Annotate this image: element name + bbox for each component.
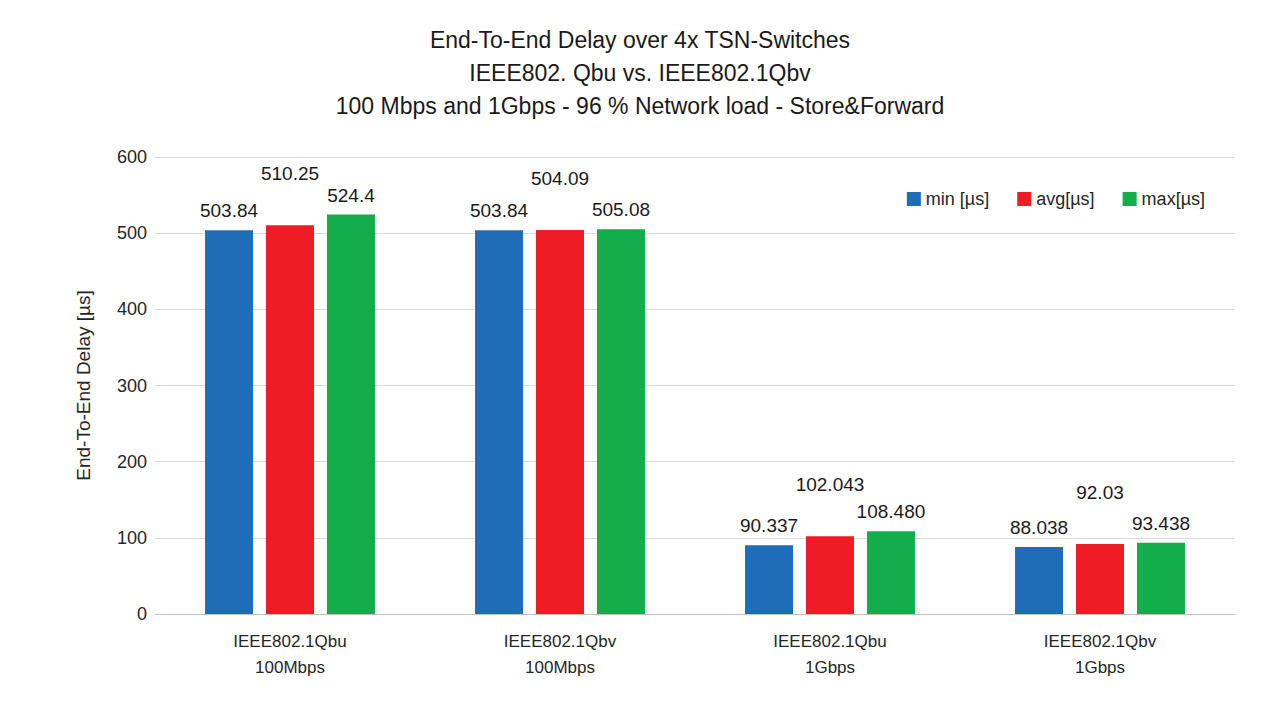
- svg-text:0: 0: [137, 604, 147, 624]
- svg-text:504.09: 504.09: [531, 168, 589, 189]
- svg-text:300: 300: [117, 376, 147, 396]
- svg-text:100Mbps: 100Mbps: [525, 658, 595, 677]
- svg-text:503.84: 503.84: [200, 200, 259, 221]
- svg-text:IEEE802. Qbu vs. IEEE802.1Qbv: IEEE802. Qbu vs. IEEE802.1Qbv: [469, 60, 811, 86]
- svg-text:100 Mbps and 1Gbps - 96 % Netw: 100 Mbps and 1Gbps - 96 % Network load -…: [336, 93, 945, 119]
- svg-text:500: 500: [117, 223, 147, 243]
- svg-text:IEEE802.1Qbv: IEEE802.1Qbv: [504, 632, 617, 651]
- svg-text:IEEE802.1Qbu: IEEE802.1Qbu: [233, 632, 346, 651]
- svg-text:IEEE802.1Qbv: IEEE802.1Qbv: [1044, 632, 1157, 651]
- svg-text:524.4: 524.4: [327, 185, 375, 206]
- svg-text:102.043: 102.043: [796, 474, 865, 495]
- svg-text:505.08: 505.08: [592, 199, 650, 220]
- svg-text:End-To-End Delay over 4x TSN-S: End-To-End Delay over 4x TSN-Switches: [430, 27, 850, 53]
- svg-text:108.480: 108.480: [857, 501, 926, 522]
- svg-text:503.84: 503.84: [470, 200, 529, 221]
- svg-text:200: 200: [117, 452, 147, 472]
- svg-text:100Mbps: 100Mbps: [255, 658, 325, 677]
- svg-text:88.038: 88.038: [1010, 517, 1068, 538]
- svg-text:1Gbps: 1Gbps: [1075, 658, 1125, 677]
- svg-text:max[µs]: max[µs]: [1142, 189, 1205, 209]
- svg-text:100: 100: [117, 528, 147, 548]
- svg-text:min [µs]: min [µs]: [926, 189, 989, 209]
- svg-text:600: 600: [117, 147, 147, 167]
- svg-text:avg[µs]: avg[µs]: [1036, 189, 1094, 209]
- svg-text:1Gbps: 1Gbps: [805, 658, 855, 677]
- svg-text:400: 400: [117, 299, 147, 319]
- svg-text:90.337: 90.337: [740, 515, 798, 536]
- svg-text:92.03: 92.03: [1076, 482, 1124, 503]
- svg-text:End-To-End Delay [µs]: End-To-End Delay [µs]: [73, 290, 94, 480]
- svg-text:93.438: 93.438: [1132, 513, 1190, 534]
- svg-text:510.25: 510.25: [261, 163, 319, 184]
- svg-text:IEEE802.1Qbu: IEEE802.1Qbu: [773, 632, 886, 651]
